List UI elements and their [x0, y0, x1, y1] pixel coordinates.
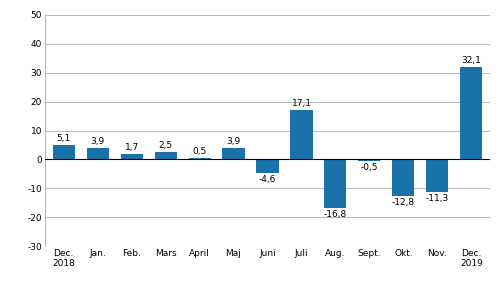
- Text: -0,5: -0,5: [360, 163, 378, 172]
- Bar: [460, 67, 482, 159]
- Text: 17,1: 17,1: [292, 99, 312, 108]
- Bar: [358, 159, 380, 161]
- Bar: [426, 159, 448, 192]
- Bar: [222, 148, 244, 159]
- Bar: [52, 145, 74, 159]
- Bar: [290, 110, 312, 159]
- Text: -12,8: -12,8: [392, 198, 415, 207]
- Text: 3,9: 3,9: [90, 137, 105, 146]
- Text: 2,5: 2,5: [158, 141, 172, 150]
- Bar: [120, 154, 142, 159]
- Text: 5,1: 5,1: [56, 134, 71, 142]
- Bar: [392, 159, 414, 196]
- Text: 3,9: 3,9: [226, 137, 240, 146]
- Bar: [154, 152, 176, 159]
- Bar: [324, 159, 346, 208]
- Bar: [188, 158, 210, 159]
- Text: 1,7: 1,7: [124, 143, 138, 152]
- Text: -4,6: -4,6: [259, 175, 276, 184]
- Text: -16,8: -16,8: [324, 210, 347, 219]
- Bar: [86, 148, 108, 159]
- Bar: [256, 159, 278, 173]
- Text: -11,3: -11,3: [426, 194, 449, 203]
- Text: 32,1: 32,1: [462, 56, 481, 65]
- Text: 0,5: 0,5: [192, 147, 206, 156]
